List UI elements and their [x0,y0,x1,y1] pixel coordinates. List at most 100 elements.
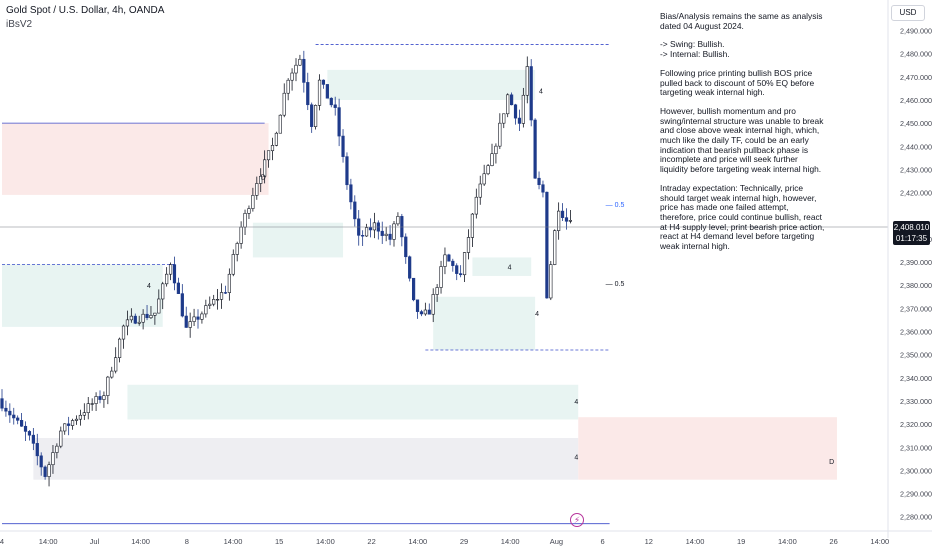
candle-body [145,313,149,319]
currency-button[interactable]: USD [891,5,925,21]
note-paragraph: Following price printing bullish BOS pri… [660,67,815,98]
candle-body [204,305,208,315]
candle-body [384,233,388,236]
candle-body [345,156,349,186]
candle-body [419,311,424,315]
candle-body [121,325,126,340]
bar-countdown: 01:17:35 [895,234,928,243]
candle-body [251,195,255,209]
candle-body [517,117,522,124]
candle-body [8,410,12,416]
candle-body [51,452,55,466]
candle-body [490,153,494,166]
time-tick-label: 26 [829,537,837,546]
price-tick-label: 2,380.000 [900,281,932,290]
time-tick-label: 14:00 [686,537,705,546]
candle-body [239,226,243,244]
price-tick-label: 2,480.000 [900,50,932,59]
price-tick-label: 2,460.000 [900,96,932,105]
candle-body [12,414,16,419]
candle-body [557,210,561,231]
candle-body [16,417,20,421]
note-paragraph: -> Internal: Bullish. [660,49,730,60]
candle-body [161,283,165,300]
indicator-legend[interactable]: iBsV2 [6,19,33,30]
candle-body [43,466,47,477]
candle-body [35,443,39,457]
candle-body [125,319,130,327]
last-price-label: 2,408.010 01:17:35 [893,221,930,245]
candle-body [502,113,506,124]
chart-annotation-label: 4 [147,283,151,290]
candle-body [63,423,67,432]
candle-body [223,292,228,294]
candle-body [423,309,427,315]
price-tick-label: 2,470.000 [900,73,932,82]
price-tick-label: 2,360.000 [900,328,932,337]
chart-annotation-label: 4 [574,455,578,462]
lightning-icon[interactable]: ⚡ [570,513,584,527]
candle-body [114,357,118,372]
candle-body [212,299,216,305]
note-paragraph: -> Swing: Bullish. [660,39,725,50]
note-paragraph: However, bullish momentum and pro swing/… [660,105,824,175]
candle-body [325,84,329,99]
levels-layer [2,44,610,525]
candle-body [337,107,341,137]
candle-body [564,217,569,222]
candle-body [329,97,333,106]
candle-body [427,309,431,315]
annotations-layer: — 0.5 — 0.5 D D 4 4 4 4 4 4 [147,89,834,466]
candle-body [259,175,263,184]
candle-body [521,94,525,124]
candle-body [118,338,122,358]
candle-body [31,434,35,444]
candle-body [459,273,463,276]
candle-body [466,237,471,253]
candle-body [388,233,392,240]
candle-body [282,92,286,116]
time-tick-label: 14:00 [870,537,889,546]
time-tick-label: 14:00 [501,537,520,546]
candle-body [560,210,565,218]
candle-body [302,58,306,83]
supply-demand-zone [578,417,837,480]
price-tick-label: 2,340.000 [900,374,932,383]
chart-annotation-label: D [829,459,834,466]
time-tick-label: 12 [645,537,653,546]
supply-demand-zone [252,222,344,258]
candle-body [462,252,467,276]
price-tick-label: 2,370.000 [900,304,932,313]
candle-body [396,216,400,225]
candle-body [310,104,314,127]
chart-annotation-label: 4 [535,311,539,318]
time-tick-label: 8 [185,537,189,546]
candle-body [404,236,408,258]
candle-body [27,431,32,436]
chart-annotation-label: — 0.5 [606,202,625,209]
candle-body [153,312,157,316]
candle-body [439,266,443,288]
candle-body [141,313,145,323]
chart-annotation-label: 4 [574,399,578,406]
candle-body [513,104,518,119]
price-tick-label: 2,390.000 [900,258,932,267]
candle-body [294,64,298,74]
candle-body [172,264,177,284]
time-tick-label: 19 [737,537,745,546]
candle-body [59,430,63,447]
candle-body [541,184,545,193]
candle-body [313,105,318,127]
supply-demand-zone [2,123,269,195]
candle-body [478,183,482,198]
time-tick-label: 14:00 [778,537,797,546]
candle-body [415,299,420,312]
candle-body [498,122,502,147]
analysis-text-note[interactable]: Bias/Analysis remains the same as analys… [660,11,825,261]
chart-title[interactable]: Gold Spot / U.S. Dollar, 4h, OANDA [6,5,165,16]
candle-body [349,184,353,203]
price-tick-label: 2,300.000 [900,466,932,475]
candle-body [86,403,90,414]
